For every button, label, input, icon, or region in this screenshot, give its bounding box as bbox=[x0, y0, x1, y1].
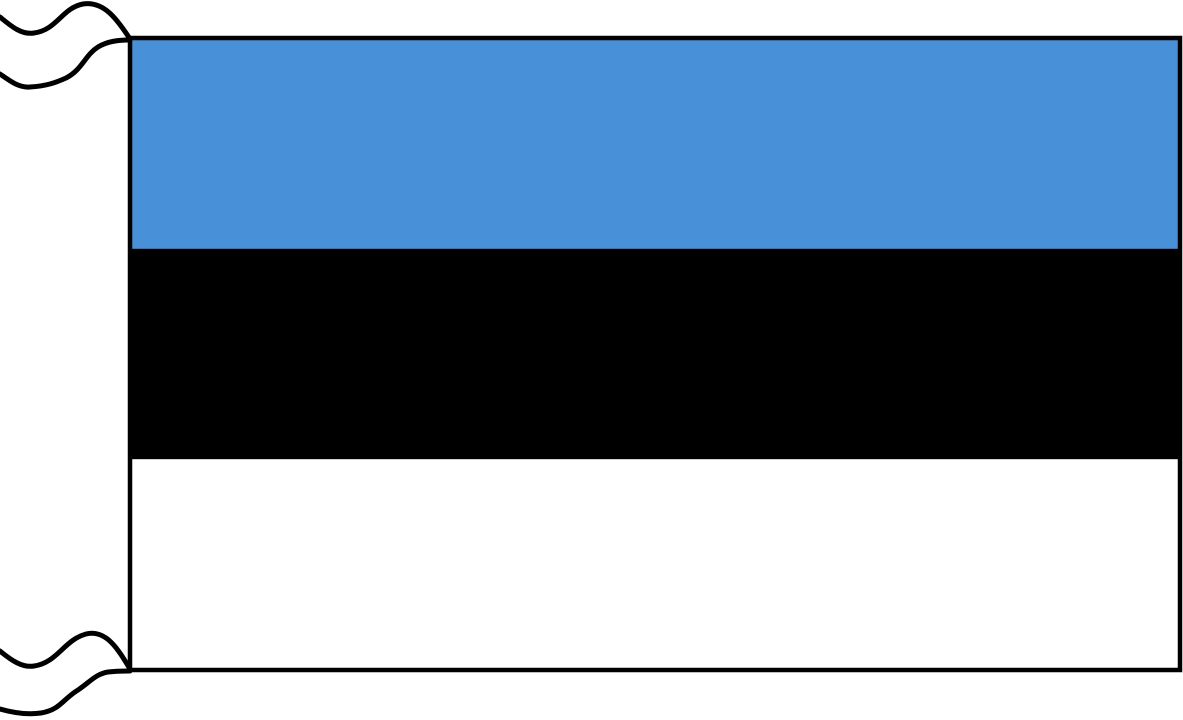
hoist-tie-bottom-inner bbox=[0, 630, 133, 672]
hoist-tie-bottom-outer bbox=[0, 668, 133, 717]
hoist-tie-top-inner bbox=[0, 37, 133, 90]
white-stripe bbox=[130, 459, 1180, 670]
blue-stripe bbox=[130, 38, 1180, 249]
hoist-tie-top-outer bbox=[0, 1, 133, 42]
flag-outline bbox=[127, 35, 1183, 673]
black-stripe bbox=[130, 248, 1180, 460]
